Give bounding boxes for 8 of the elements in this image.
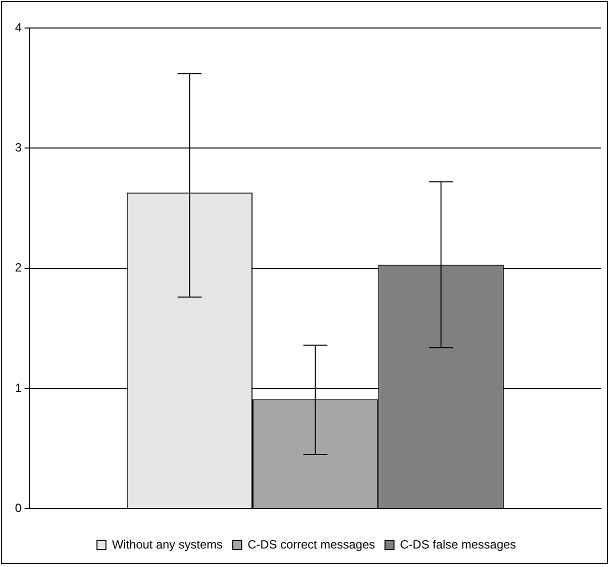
y-tick-label: 4 <box>14 20 22 34</box>
legend-label: Without any systems <box>112 537 223 552</box>
y-tick-label: 2 <box>14 260 22 275</box>
legend-label: C-DS correct messages <box>248 537 376 552</box>
y-tick-label: 3 <box>14 140 22 154</box>
legend-label: C-DS false messages <box>400 537 516 552</box>
y-tick-label: 0 <box>14 500 22 515</box>
y-tick-label: 1 <box>14 380 22 395</box>
